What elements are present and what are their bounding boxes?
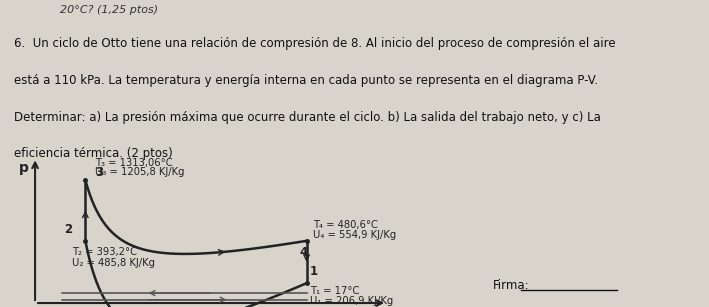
Text: eficiencia térmica. (2 ptos): eficiencia térmica. (2 ptos) <box>14 147 173 160</box>
Text: 1: 1 <box>310 265 318 278</box>
Text: 6.  Un ciclo de Otto tiene una relación de compresión de 8. Al inicio del proces: 6. Un ciclo de Otto tiene una relación d… <box>14 37 616 50</box>
Text: p: p <box>18 161 28 175</box>
Text: está a 110 kPa. La temperatura y energía interna en cada punto se representa en : está a 110 kPa. La temperatura y energía… <box>14 74 598 87</box>
Text: Firma:: Firma: <box>493 279 530 292</box>
Text: T₃ = 1313,06°C: T₃ = 1313,06°C <box>96 158 173 168</box>
Text: 2: 2 <box>64 223 72 235</box>
Text: V: V <box>375 306 386 307</box>
Text: T₁ = 17°C: T₁ = 17°C <box>310 286 359 296</box>
Text: U₂ = 485,8 KJ/Kg: U₂ = 485,8 KJ/Kg <box>72 258 155 268</box>
Text: 20°C? (1,25 ptos): 20°C? (1,25 ptos) <box>60 5 158 15</box>
Text: 3: 3 <box>96 166 104 179</box>
Text: T₄ = 480,6°C: T₄ = 480,6°C <box>313 220 378 230</box>
Text: Determinar: a) La presión máxima que ocurre durante el ciclo. b) La salida del t: Determinar: a) La presión máxima que ocu… <box>14 111 601 123</box>
Text: U₃ = 1205,8 KJ/Kg: U₃ = 1205,8 KJ/Kg <box>96 167 185 177</box>
Text: U₄ = 554,9 KJ/Kg: U₄ = 554,9 KJ/Kg <box>313 230 396 239</box>
Text: U₁ = 206,9 KJ/Kg: U₁ = 206,9 KJ/Kg <box>310 297 393 306</box>
Text: T₂ = 393,2°C: T₂ = 393,2°C <box>72 247 137 258</box>
Text: 4: 4 <box>300 246 308 259</box>
